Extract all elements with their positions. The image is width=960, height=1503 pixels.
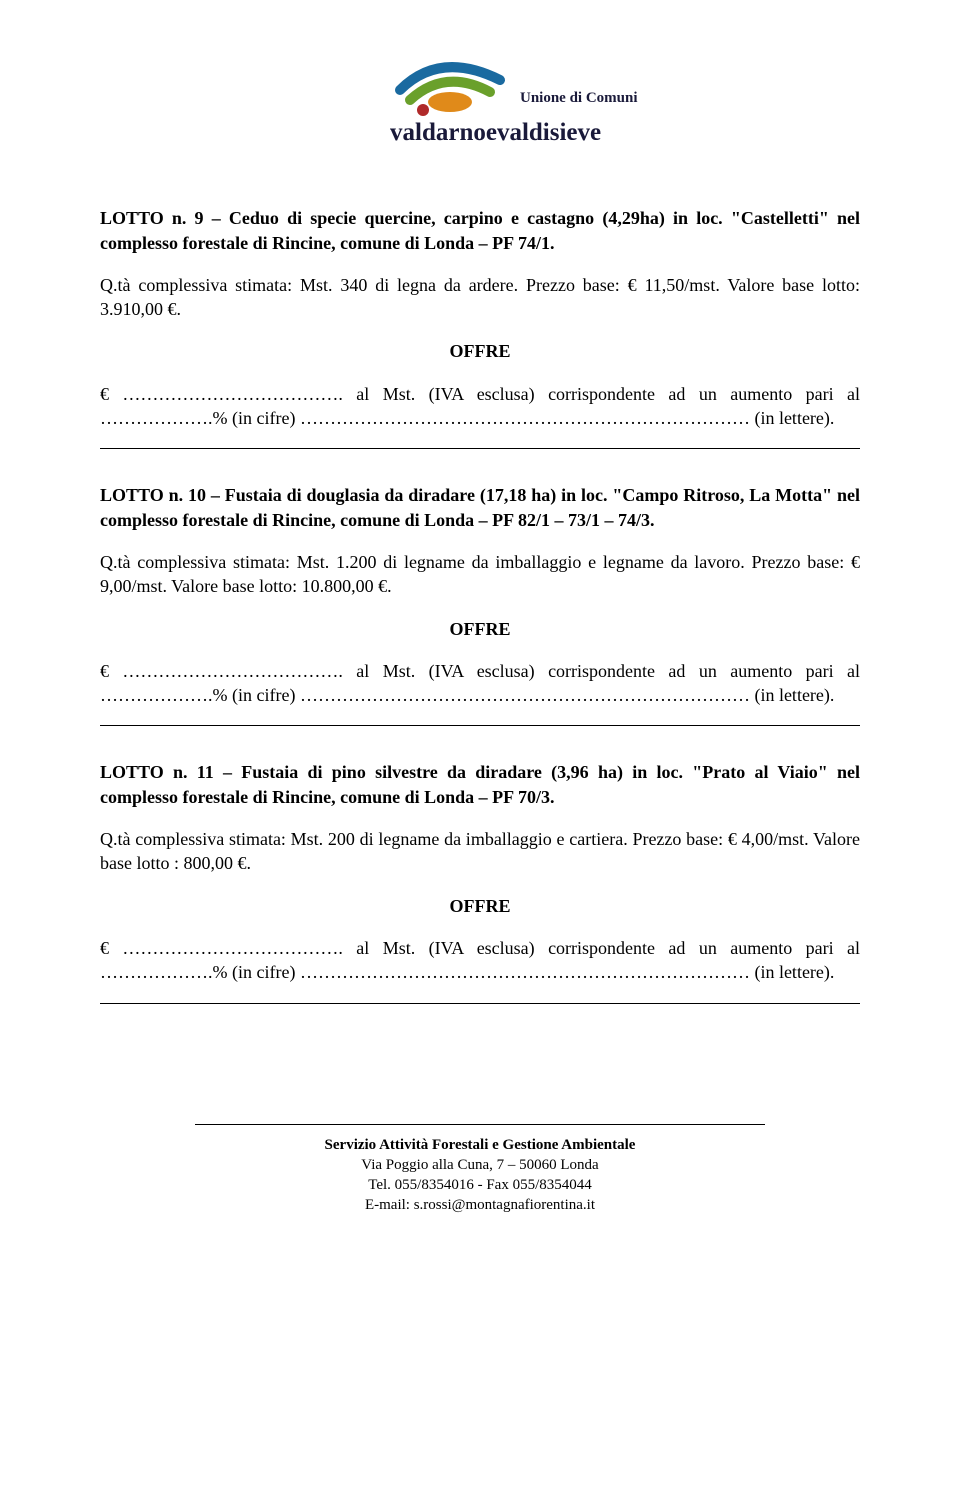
- lot-details: Q.tà complessiva stimata: Mst. 1.200 di …: [100, 550, 860, 599]
- offer-fill-line: € ………………………………. al Mst. (IVA esclusa) co…: [100, 382, 860, 431]
- footer-divider: [195, 1124, 765, 1125]
- offre-heading: OFFRE: [100, 894, 860, 918]
- section-divider: [100, 725, 860, 726]
- footer-address: Via Poggio alla Cuna, 7 – 50060 Londa: [100, 1155, 860, 1175]
- logo-main-text: valdarnoevaldisieve: [390, 119, 601, 146]
- lot-title: LOTTO n. 10 – Fustaia di douglasia da di…: [100, 483, 860, 532]
- lot-details: Q.tà complessiva stimata: Mst. 200 di le…: [100, 827, 860, 876]
- org-logo-icon: Unione di Comuni valdarnoevaldisieve: [320, 40, 640, 160]
- logo-prefix-text: Unione di Comuni: [520, 90, 638, 106]
- section-divider: [100, 1003, 860, 1004]
- offer-fill-line: € ………………………………. al Mst. (IVA esclusa) co…: [100, 659, 860, 708]
- lot-title: LOTTO n. 9 – Ceduo di specie quercine, c…: [100, 206, 860, 255]
- section-divider: [100, 448, 860, 449]
- footer-email: E-mail: s.rossi@montagnafiorentina.it: [100, 1195, 860, 1215]
- lot-details: Q.tà complessiva stimata: Mst. 340 di le…: [100, 273, 860, 322]
- header-logo: Unione di Comuni valdarnoevaldisieve: [100, 40, 860, 166]
- page-footer: Servizio Attività Forestali e Gestione A…: [100, 1135, 860, 1216]
- footer-phone: Tel. 055/8354016 - Fax 055/8354044: [100, 1175, 860, 1195]
- offre-heading: OFFRE: [100, 339, 860, 363]
- offre-heading: OFFRE: [100, 617, 860, 641]
- lot-title: LOTTO n. 11 – Fustaia di pino silvestre …: [100, 760, 860, 809]
- offer-fill-line: € ………………………………. al Mst. (IVA esclusa) co…: [100, 936, 860, 985]
- footer-service-name: Servizio Attività Forestali e Gestione A…: [100, 1135, 860, 1155]
